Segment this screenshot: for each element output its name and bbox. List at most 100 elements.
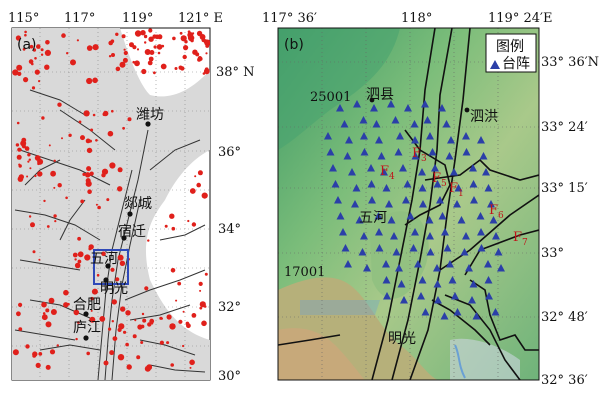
earthquake-dot: [123, 48, 126, 51]
station-triangle: [492, 232, 500, 240]
earthquake-dot: [154, 34, 160, 40]
station-triangle: [343, 152, 352, 160]
earthquake-dot: [65, 196, 68, 200]
earthquake-dot: [171, 226, 176, 231]
earthquake-dot: [43, 199, 46, 203]
earthquake-dot: [40, 53, 44, 56]
station-triangle: [462, 148, 471, 156]
earthquake-dot: [23, 77, 29, 83]
earthquake-dot: [95, 203, 98, 206]
earthquake-dot: [53, 186, 56, 189]
earthquake-dot: [76, 39, 79, 42]
earthquake-dot: [144, 49, 151, 55]
station-triangle: [421, 100, 429, 108]
station-triangle: [440, 312, 449, 320]
panel-a-ytick-5: 30°: [218, 369, 241, 384]
fault-line: [431, 299, 491, 346]
earthquake-dot: [28, 158, 31, 161]
earthquake-dot: [178, 319, 183, 324]
earthquake-dot: [169, 213, 175, 219]
earthquake-dot: [46, 225, 50, 228]
city-label-suqian: 宿迁: [118, 223, 146, 240]
station-triangle: [457, 216, 466, 224]
station-triangle: [358, 248, 367, 256]
earthquake-dot: [117, 354, 125, 361]
earthquake-dot: [99, 316, 106, 322]
station-triangle: [447, 136, 455, 144]
panel-a-ytick-3: 34°: [218, 222, 241, 237]
station-triangle: [425, 216, 434, 224]
earthquake-dot: [92, 113, 96, 117]
earthquake-dot: [49, 349, 56, 355]
station-triangle: [426, 248, 435, 256]
station-triangle: [334, 196, 342, 204]
fault-line: [464, 229, 539, 276]
earthquake-dot: [80, 135, 85, 141]
earthquake-dot: [32, 354, 37, 358]
station-triangle: [431, 164, 439, 172]
earthquake-dot: [75, 337, 78, 341]
earthquake-dot: [34, 57, 37, 60]
earthquake-dot: [67, 302, 70, 306]
earthquake-dot: [157, 51, 161, 55]
station-triangle: [441, 228, 449, 236]
fault-line: [19, 259, 81, 271]
fault-line: [24, 159, 61, 186]
earthquake-dot: [37, 171, 43, 177]
earthquake-dot: [204, 67, 209, 72]
earthquake-dot: [119, 61, 126, 68]
city-label-tancheng: 郯城: [124, 196, 152, 212]
earthquake-dot: [170, 363, 174, 367]
earthquake-dot: [159, 340, 164, 345]
station-triangle: [387, 100, 395, 108]
earthquake-dot: [41, 116, 45, 120]
earthquake-dot: [136, 355, 141, 360]
panel-b-lake-south: [450, 338, 520, 380]
station-triangle: [418, 276, 427, 284]
fault-line: [14, 209, 101, 241]
panel-b-ytick-3: 33° 15′: [541, 181, 588, 196]
station-triangle: [394, 148, 403, 156]
earthquake-dot: [183, 37, 187, 41]
station-triangle: [375, 136, 383, 144]
earthquake-dot: [34, 174, 37, 178]
earthquake-dot: [196, 30, 203, 37]
earthquake-dot: [125, 310, 131, 316]
earthquake-dot: [169, 323, 176, 330]
station-triangle: [397, 280, 406, 288]
earthquake-dot: [45, 364, 51, 370]
station-triangle: [453, 308, 462, 316]
station-triangle: [482, 168, 490, 176]
station-triangle: [367, 180, 376, 188]
earthquake-dot: [189, 366, 192, 369]
earthquake-dot: [146, 364, 153, 371]
station-triangle: [426, 132, 434, 140]
panel-a-xtick-3: 119°: [122, 11, 153, 26]
station-triangle: [380, 168, 388, 176]
earthquake-dot: [187, 219, 190, 223]
earthquake-dot: [85, 138, 91, 144]
station-triangle: [433, 280, 442, 288]
station-triangle: [477, 136, 485, 144]
station-triangle: [469, 180, 478, 188]
station-triangle: [484, 184, 493, 192]
station-triangle: [360, 132, 368, 140]
earthquake-dot: [32, 48, 37, 52]
station-triangle: [460, 248, 469, 256]
station-triangle: [411, 152, 420, 160]
fault-line: [149, 364, 206, 373]
station-triangle: [487, 200, 495, 208]
earthquake-dot: [111, 53, 115, 57]
earthquake-dot: [37, 158, 44, 165]
earthquake-dot: [88, 244, 94, 250]
station-triangle: [404, 104, 412, 112]
earthquake-dot: [91, 288, 98, 295]
station-triangle: [355, 216, 364, 224]
earthquake-dot: [101, 251, 106, 257]
earthquake-dot: [90, 296, 94, 301]
panel-b-ytick-5: 32° 48′: [541, 310, 588, 325]
station-triangle: [344, 260, 352, 268]
earthquake-dot: [87, 189, 92, 194]
station-triangle: [341, 244, 350, 252]
earthquake-dot: [120, 306, 126, 312]
